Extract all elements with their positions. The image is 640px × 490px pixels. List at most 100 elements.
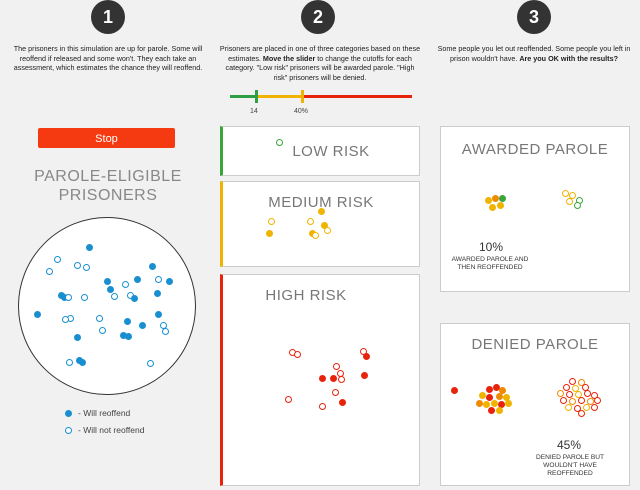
prisoner-dot	[147, 360, 154, 367]
prisoner-dot	[476, 400, 483, 407]
prisoner-dot	[488, 407, 495, 414]
prisoner-dot	[503, 394, 510, 401]
prisoner-dot	[338, 376, 345, 383]
prisoner-dot	[307, 218, 314, 225]
awarded-parole-title: AWARDED PAROLE	[461, 141, 609, 158]
prisoner-pool	[18, 217, 196, 395]
high-risk-panel: HIGH RISK	[220, 274, 420, 486]
prisoner-dot	[166, 278, 173, 285]
step-text-segment: The prisoners in this simulation are up …	[13, 44, 203, 72]
slider-label-high: 40%	[294, 108, 309, 115]
prisoner-dot	[54, 256, 61, 263]
prisoner-dot	[120, 332, 127, 339]
prisoner-dot	[62, 316, 69, 323]
step-3-text: Some people you let out reoffended. Some…	[434, 44, 634, 63]
step-text-segment: Some people you let out reoffended. Some…	[437, 44, 631, 63]
step-2-badge: 2	[301, 0, 335, 34]
step-2-text: Prisoners are placed in one of three cat…	[219, 44, 421, 82]
step-text-segment: to change the cutoffs for each category.…	[225, 53, 415, 82]
prisoner-dot	[485, 197, 492, 204]
prisoner-dot	[66, 359, 73, 366]
prisoner-dot	[330, 375, 337, 382]
prisoner-dot	[569, 378, 576, 385]
step-1-text: The prisoners in this simulation are up …	[8, 44, 208, 73]
prisoner-dot	[562, 190, 569, 197]
prisoner-dot	[99, 327, 106, 334]
prisoner-dot	[96, 315, 103, 322]
prisoner-dot	[104, 278, 111, 285]
denied-caption: DENIED PAROLE BUT WOULDN'T HAVE REOFFEND…	[535, 454, 605, 477]
prisoner-dot	[489, 204, 496, 211]
prisoner-dot	[497, 202, 504, 209]
prisoner-dot	[505, 400, 512, 407]
prisoner-dot	[321, 222, 328, 229]
pool-title: PAROLE-ELIGIBLE PRISONERS	[8, 167, 208, 205]
pool-title-line2: PRISONERS	[58, 187, 158, 204]
prisoner-dot	[492, 195, 499, 202]
prisoner-dot	[155, 276, 162, 283]
stop-button[interactable]: Stop	[38, 128, 175, 148]
denied-parole-panel: DENIED PAROLE 45% DENIED PAROLE BUT WOUL…	[440, 323, 630, 486]
prisoner-dot	[124, 318, 131, 325]
prisoner-dot	[574, 202, 581, 209]
cutoff-slider[interactable]: 14 40%	[230, 88, 412, 118]
prisoner-dot	[566, 198, 573, 205]
prisoner-dot	[319, 403, 326, 410]
prisoner-dot	[574, 405, 581, 412]
prisoner-dot	[486, 394, 493, 401]
pool-title-line1: PAROLE-ELIGIBLE	[34, 168, 182, 185]
prisoner-dot	[496, 393, 503, 400]
medium-risk-title: MEDIUM RISK	[268, 194, 374, 211]
prisoner-dot	[499, 195, 506, 202]
medium-risk-panel: MEDIUM RISK	[220, 181, 420, 267]
prisoner-dot	[324, 227, 331, 234]
prisoner-dot	[333, 363, 340, 370]
prisoner-dot	[483, 401, 490, 408]
prisoner-dot	[83, 264, 90, 271]
prisoner-dot	[578, 397, 585, 404]
prisoner-dot	[131, 295, 138, 302]
prisoner-dot	[499, 387, 506, 394]
slider-label-low: 14	[250, 108, 258, 115]
prisoner-dot	[560, 397, 567, 404]
low-risk-title: LOW RISK	[292, 143, 370, 160]
step-text-segment: Move the slider	[262, 53, 316, 63]
prisoner-dot	[591, 404, 598, 411]
prisoner-dot	[578, 379, 585, 386]
prisoner-dot	[154, 290, 161, 297]
prisoner-dot	[285, 396, 292, 403]
prisoner-dot	[565, 404, 572, 411]
prisoner-dot	[107, 286, 114, 293]
prisoner-dot	[566, 391, 573, 398]
denied-percent: 45%	[556, 438, 582, 452]
slider-handle-low[interactable]	[255, 90, 258, 103]
prisoner-dot	[79, 359, 86, 366]
prisoner-dot	[125, 333, 132, 340]
step-3-badge: 3	[517, 0, 551, 34]
prisoner-dot	[46, 268, 53, 275]
prisoner-dot	[493, 384, 500, 391]
prisoner-dot	[134, 276, 141, 283]
filled-dot-icon	[65, 410, 72, 417]
slider-track-low	[230, 95, 256, 98]
hollow-dot-icon	[65, 427, 72, 434]
low-risk-panel: LOW RISK	[220, 126, 420, 176]
prisoner-dot	[363, 353, 370, 360]
prisoner-dot	[74, 334, 81, 341]
slider-track-medium	[256, 95, 302, 98]
prisoner-dot	[74, 262, 81, 269]
prisoner-dot	[65, 294, 72, 301]
prisoner-dot	[594, 397, 601, 404]
prisoner-dot	[486, 386, 493, 393]
prisoner-dot	[451, 387, 458, 394]
prisoner-dot	[139, 322, 146, 329]
prisoner-dot	[491, 400, 498, 407]
prisoner-dot	[149, 263, 156, 270]
prisoner-dot	[294, 351, 301, 358]
prisoner-dot	[122, 281, 129, 288]
slider-handle-high[interactable]	[301, 90, 304, 103]
step-text-segment: Are you OK with the results?	[519, 53, 618, 63]
prisoner-dot	[81, 294, 88, 301]
prisoner-dot	[34, 311, 41, 318]
prisoner-dot	[557, 390, 564, 397]
